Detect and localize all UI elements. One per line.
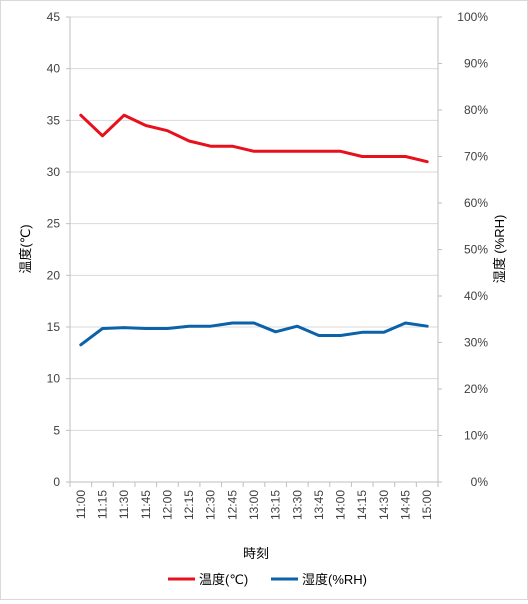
right-axis-ticks: 0% 10% 20% 30% 40% 50% 60% 70% 80% 90% 100% xyxy=(438,10,488,489)
x-tick-label: 14:30 xyxy=(377,490,391,520)
right-tick-label: 30% xyxy=(464,336,488,350)
right-tick-label: 20% xyxy=(464,382,488,396)
left-tick-label: 15 xyxy=(47,320,61,334)
x-tick-label: 12:15 xyxy=(182,490,196,520)
x-tick-label: 11:00 xyxy=(74,490,88,519)
x-tick-label: 14:45 xyxy=(399,490,413,520)
x-tick-label: 13:45 xyxy=(312,490,326,520)
x-tick-label: 12:45 xyxy=(225,490,239,520)
right-tick-label: 10% xyxy=(464,429,488,443)
right-tick-label: 100% xyxy=(457,10,488,24)
right-tick-label: 0% xyxy=(471,475,489,489)
right-tick-label: 40% xyxy=(464,289,488,303)
left-tick-label: 20 xyxy=(47,268,61,282)
temperature-series-line xyxy=(79,113,429,164)
series-lines xyxy=(79,113,429,347)
humidity-series-line xyxy=(79,321,429,347)
x-tick-label: 11:45 xyxy=(139,490,153,519)
x-tick-label: 11:30 xyxy=(117,490,131,519)
x-tick-label: 14:00 xyxy=(334,490,348,520)
legend: 温度(℃) 湿度(%RH) xyxy=(168,572,367,587)
left-tick-label: 35 xyxy=(47,113,61,127)
x-tick-label: 12:30 xyxy=(204,490,218,520)
x-tick-label: 14:15 xyxy=(355,490,369,520)
left-tick-label: 5 xyxy=(53,423,60,437)
legend-label-humidity: 湿度(%RH) xyxy=(302,572,367,587)
x-axis-ticks: 11:00 11:15 11:30 11:45 12:00 12:15 12:30 12:45… xyxy=(69,482,439,520)
left-axis-ticks: 0 5 10 15 20 25 30 35 40 45 xyxy=(47,10,70,489)
axes xyxy=(69,17,439,483)
left-tick-label: 45 xyxy=(47,10,61,24)
left-tick-label: 40 xyxy=(47,62,61,76)
x-tick-label: 13:15 xyxy=(269,490,283,520)
x-tick-label: 13:30 xyxy=(290,490,304,520)
right-tick-label: 80% xyxy=(464,103,488,117)
right-tick-label: 60% xyxy=(464,196,488,210)
right-tick-label: 50% xyxy=(464,243,488,257)
gridlines xyxy=(70,16,438,431)
x-tick-label: 11:15 xyxy=(95,490,109,519)
x-tick-label: 15:00 xyxy=(420,490,434,520)
left-tick-label: 30 xyxy=(47,165,61,179)
y-axis-title: 温度(℃) xyxy=(18,224,33,273)
legend-label-temperature: 温度(℃) xyxy=(199,572,248,587)
x-tick-label: 13:00 xyxy=(247,490,261,520)
x-tick-label: 12:00 xyxy=(160,490,174,520)
x-axis-title: 時刻 xyxy=(243,546,269,561)
right-tick-label: 70% xyxy=(464,150,488,164)
left-tick-label: 0 xyxy=(53,475,60,489)
right-tick-label: 90% xyxy=(464,57,488,71)
left-tick-label: 10 xyxy=(47,372,61,386)
y2-axis-title: 湿度 (%RH) xyxy=(492,215,507,284)
left-tick-label: 25 xyxy=(47,217,61,231)
